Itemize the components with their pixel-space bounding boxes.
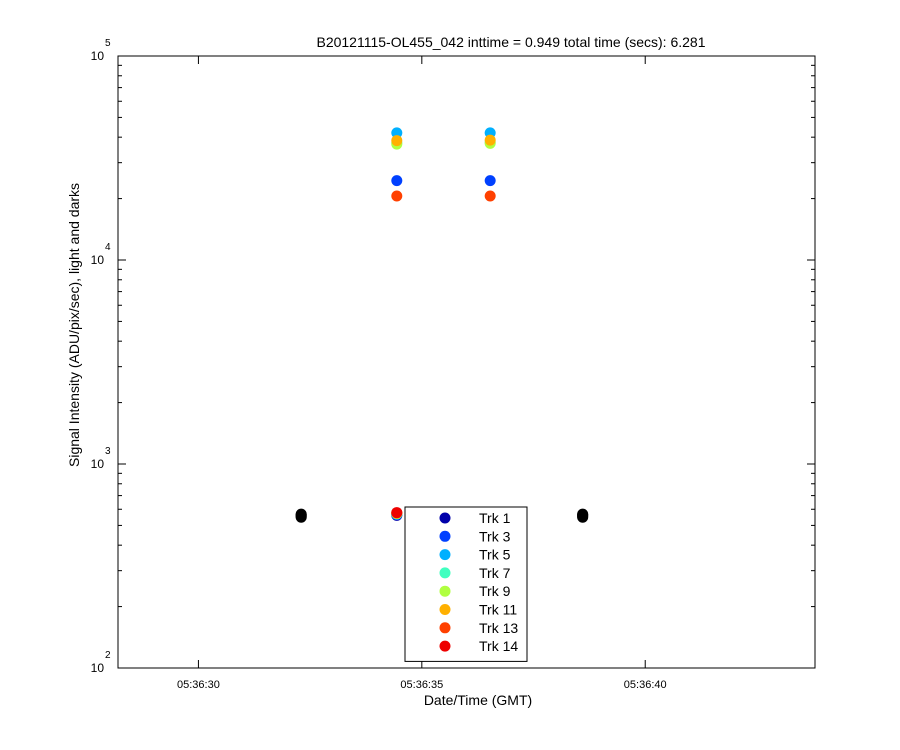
y-tick-exponent: 2 bbox=[105, 650, 111, 661]
legend-label: Trk 11 bbox=[479, 602, 517, 618]
legend-marker bbox=[439, 549, 451, 561]
y-axis-label: Signal Intensity (ADU/pix/sec), light an… bbox=[66, 183, 82, 467]
y-tick-label: 10 bbox=[91, 661, 105, 675]
legend-box bbox=[404, 506, 528, 662]
legend-marker bbox=[439, 585, 451, 597]
data-point bbox=[484, 175, 496, 187]
y-tick-exponent: 3 bbox=[105, 446, 111, 457]
data-points bbox=[295, 127, 589, 523]
data-point bbox=[391, 127, 403, 139]
y-minor-ticks bbox=[118, 64, 815, 608]
legend-label: Trk 3 bbox=[479, 528, 511, 544]
data-point bbox=[391, 135, 403, 147]
y-tick-label: 10 bbox=[91, 49, 105, 63]
legend-label: Trk 1 bbox=[479, 510, 511, 526]
legend-label: Trk 14 bbox=[479, 638, 518, 654]
y-tick-exponent: 5 bbox=[105, 38, 111, 49]
y-tick-label: 10 bbox=[91, 457, 105, 471]
legend-marker bbox=[439, 604, 451, 615]
legend-marker bbox=[439, 567, 451, 579]
data-point bbox=[484, 190, 496, 202]
legend-label: Trk 5 bbox=[479, 547, 511, 563]
legend-label: Trk 9 bbox=[479, 583, 511, 599]
legend-label: Trk 7 bbox=[479, 565, 511, 581]
y-tick-exponent: 4 bbox=[105, 242, 111, 253]
data-point bbox=[391, 175, 403, 187]
x-axis-ticks: 05:36:30 05:36:35 05:36:40 bbox=[177, 56, 667, 691]
dark-point bbox=[577, 508, 589, 520]
x-tick-label: 05:36:40 bbox=[624, 679, 667, 691]
data-point bbox=[391, 507, 403, 519]
legend-marker bbox=[439, 530, 451, 542]
data-point bbox=[391, 190, 403, 202]
legend-marker bbox=[439, 622, 451, 634]
data-point bbox=[484, 134, 496, 146]
legend-label: Trk 13 bbox=[479, 620, 518, 636]
x-axis-label: Date/Time (GMT) bbox=[424, 692, 532, 708]
x-tick-label: 05:36:30 bbox=[177, 679, 220, 691]
legend-marker bbox=[439, 512, 451, 524]
y-tick-label: 10 bbox=[91, 253, 105, 267]
chart-title: B20121115-OL455_042 inttime = 0.949 tota… bbox=[316, 34, 705, 50]
legend: Trk 1 Trk 3 Trk 5 Trk 7 Trk 9 Trk 11 Trk 13 Trk… bbox=[404, 506, 528, 662]
dark-point bbox=[295, 508, 307, 520]
legend-marker bbox=[439, 640, 451, 652]
x-tick-label: 05:36:35 bbox=[400, 679, 443, 691]
